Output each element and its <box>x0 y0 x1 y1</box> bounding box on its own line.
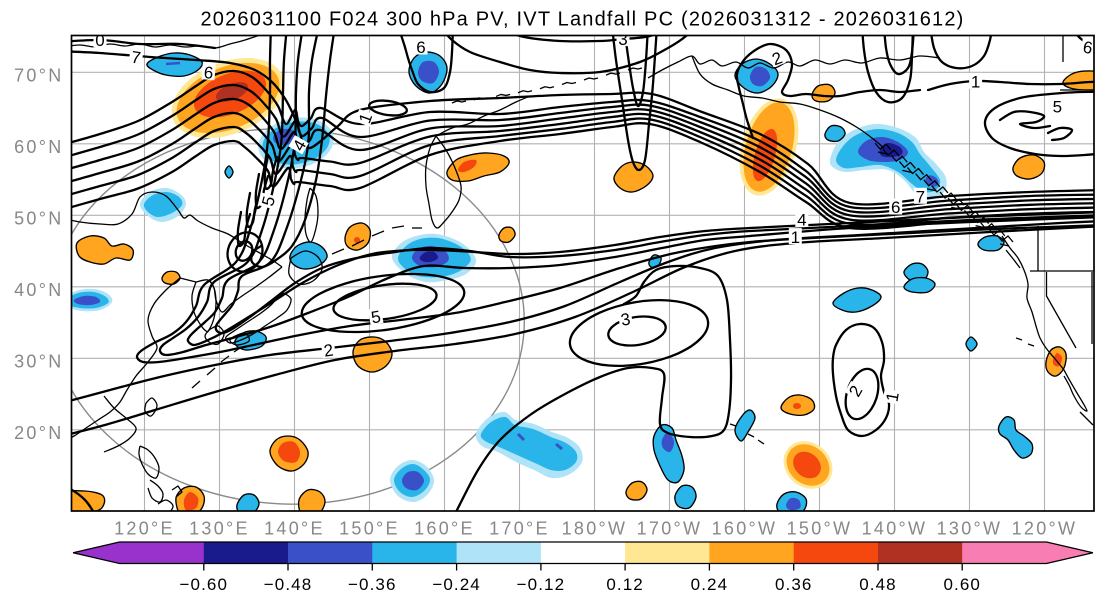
svg-text:5: 5 <box>370 307 383 327</box>
svg-text:180°W: 180°W <box>562 519 628 539</box>
svg-text:0: 0 <box>95 31 104 50</box>
svg-text:3: 3 <box>619 309 632 329</box>
svg-text:2026031100 F024 300 hPa PV, IV: 2026031100 F024 300 hPa PV, IVT Landfall… <box>200 9 964 31</box>
svg-text:1: 1 <box>791 228 800 247</box>
svg-text:6: 6 <box>1081 38 1094 58</box>
svg-text:−0.36: −0.36 <box>348 575 397 594</box>
svg-text:40°N: 40°N <box>14 280 63 300</box>
svg-text:3: 3 <box>618 30 627 49</box>
svg-text:2: 2 <box>322 341 334 361</box>
svg-text:50°N: 50°N <box>14 208 63 228</box>
svg-text:0.12: 0.12 <box>606 575 644 594</box>
svg-text:7: 7 <box>130 48 142 68</box>
svg-text:−0.60: −0.60 <box>180 575 229 594</box>
svg-text:7: 7 <box>916 188 925 207</box>
svg-text:140°W: 140°W <box>862 519 928 539</box>
svg-text:0.36: 0.36 <box>775 575 813 594</box>
svg-text:20°N: 20°N <box>14 423 63 443</box>
svg-text:150°E: 150°E <box>339 519 400 539</box>
svg-text:6: 6 <box>203 63 214 83</box>
svg-text:170°E: 170°E <box>489 519 550 539</box>
svg-text:4: 4 <box>797 211 806 230</box>
svg-text:1: 1 <box>971 73 980 92</box>
svg-text:170°W: 170°W <box>637 519 703 539</box>
svg-text:1: 1 <box>883 391 903 404</box>
svg-text:−0.48: −0.48 <box>264 575 313 594</box>
svg-text:120°W: 120°W <box>1012 519 1078 539</box>
svg-text:6: 6 <box>891 198 900 217</box>
svg-text:120°E: 120°E <box>114 519 175 539</box>
svg-text:70°N: 70°N <box>14 65 63 85</box>
svg-text:−0.12: −0.12 <box>517 575 566 594</box>
svg-text:140°E: 140°E <box>264 519 325 539</box>
svg-text:−0.24: −0.24 <box>432 575 481 594</box>
svg-text:60°N: 60°N <box>14 137 63 157</box>
svg-text:0.24: 0.24 <box>691 575 729 594</box>
svg-text:160°W: 160°W <box>712 519 778 539</box>
svg-text:5: 5 <box>1053 97 1062 116</box>
svg-text:130°W: 130°W <box>937 519 1003 539</box>
svg-text:0.60: 0.60 <box>943 575 981 594</box>
svg-text:160°E: 160°E <box>414 519 475 539</box>
svg-text:0.48: 0.48 <box>859 575 897 594</box>
svg-text:6: 6 <box>416 38 425 57</box>
svg-text:150°W: 150°W <box>787 519 853 539</box>
svg-text:130°E: 130°E <box>189 519 250 539</box>
svg-text:30°N: 30°N <box>14 351 63 371</box>
